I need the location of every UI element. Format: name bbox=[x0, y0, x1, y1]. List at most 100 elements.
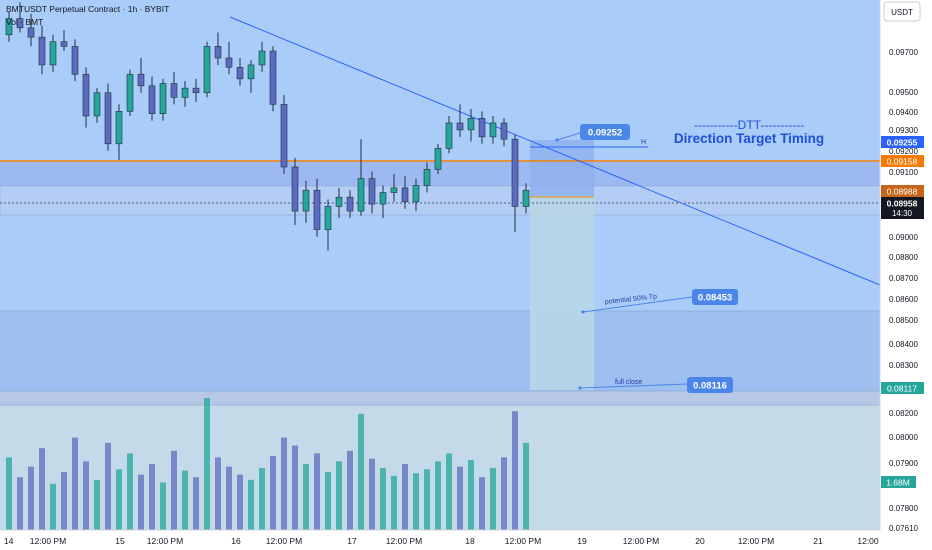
time-axis[interactable] bbox=[0, 530, 880, 550]
volume-bar bbox=[204, 398, 210, 530]
candle-body bbox=[445, 122, 453, 149]
volume-bar bbox=[94, 479, 100, 530]
full-close-price-box[interactable] bbox=[687, 377, 733, 393]
volume-bar bbox=[248, 479, 254, 530]
candle-body bbox=[489, 122, 497, 138]
price-tick-label: 0.09400 bbox=[889, 108, 918, 117]
volume-bar bbox=[149, 464, 155, 530]
target-zone bbox=[0, 311, 880, 391]
time-label: 12:00 PM bbox=[30, 536, 66, 546]
time-label: 19 bbox=[577, 536, 587, 546]
price-tick-label: 0.07800 bbox=[889, 504, 918, 513]
time-label: 12:00 PM bbox=[386, 536, 422, 546]
candle-body bbox=[335, 196, 343, 207]
target-high-label-box[interactable] bbox=[580, 124, 630, 140]
candle-body bbox=[93, 92, 101, 117]
price-tick-label: 0.07610 bbox=[889, 524, 918, 533]
currency-button[interactable] bbox=[883, 1, 921, 22]
volume-bar bbox=[380, 467, 386, 530]
candle-body bbox=[423, 169, 431, 186]
volume-badge bbox=[881, 476, 916, 488]
price-badge-entry-text: 0.08988 bbox=[887, 187, 918, 197]
price-tick-label: 0.09700 bbox=[889, 48, 918, 57]
time-label: 12:00 PM bbox=[266, 536, 302, 546]
price-tick-label: 0.07900 bbox=[889, 459, 918, 468]
volume-bar bbox=[468, 460, 474, 530]
price-badge-high-text: 0.09255 bbox=[887, 138, 918, 148]
time-label: 12:00 PM bbox=[505, 536, 541, 546]
time-label: 17 bbox=[347, 536, 357, 546]
price-axis[interactable] bbox=[880, 0, 932, 550]
time-label: 18 bbox=[465, 536, 475, 546]
candle-body bbox=[225, 57, 233, 68]
price-tick-label: 0.08200 bbox=[889, 409, 918, 418]
time-label: 12:00 PM bbox=[738, 536, 774, 546]
price-tick-label: 0.08400 bbox=[889, 340, 918, 349]
price-tick-label: 0.08300 bbox=[889, 361, 918, 370]
volume-bar bbox=[358, 413, 364, 530]
candle-body bbox=[500, 122, 508, 140]
volume-bar bbox=[457, 466, 463, 530]
candle-body bbox=[247, 64, 255, 80]
projection-upper-box bbox=[530, 140, 594, 198]
target-label-dot bbox=[555, 138, 559, 142]
time-label: 14 bbox=[4, 536, 14, 546]
full-close-price-label: 0.08116 bbox=[693, 381, 727, 392]
volume-bar bbox=[325, 471, 331, 530]
time-label: 16 bbox=[231, 536, 241, 546]
volume-bar bbox=[281, 437, 287, 530]
candle-body bbox=[159, 83, 167, 114]
trendline[interactable] bbox=[229, 16, 881, 286]
volume-bar bbox=[39, 448, 45, 530]
volume-bar bbox=[160, 482, 166, 530]
price-badge-zone-bottom-text: 0.08117 bbox=[887, 384, 917, 394]
tp-connector bbox=[582, 296, 693, 313]
price-badge-orange bbox=[881, 155, 924, 167]
price-badge-entry bbox=[881, 185, 924, 197]
target-label-connector bbox=[556, 132, 581, 141]
volume-bar bbox=[17, 477, 23, 530]
time-label: 12:00 PM bbox=[623, 536, 659, 546]
candle-body bbox=[148, 85, 156, 114]
price-tick-label: 0.08700 bbox=[889, 274, 918, 283]
candle-body bbox=[258, 50, 266, 66]
price-tick-label: 0.09000 bbox=[889, 233, 918, 242]
price-tick-label: 0.09200 bbox=[889, 147, 918, 156]
volume-bar bbox=[6, 457, 12, 530]
tp-price-box[interactable] bbox=[692, 289, 738, 305]
price-tick-label: 0.09500 bbox=[889, 88, 918, 97]
price-tick-label: 0.09100 bbox=[889, 168, 918, 177]
time-label: 21 bbox=[813, 536, 823, 546]
candle-body bbox=[368, 178, 376, 205]
volume-bars bbox=[6, 398, 529, 530]
candle-body bbox=[5, 18, 13, 36]
volume-bar bbox=[490, 467, 496, 530]
price-tick-label: 0.08600 bbox=[889, 295, 918, 304]
candle-body bbox=[434, 148, 442, 170]
volume-bar bbox=[314, 453, 320, 530]
volume-badge-text: 1.68M bbox=[886, 478, 910, 488]
volume-bar bbox=[402, 464, 408, 530]
currency-label: USDT bbox=[891, 8, 913, 17]
candle-body bbox=[203, 46, 211, 94]
candle-body bbox=[16, 18, 24, 29]
candle-body bbox=[302, 189, 310, 212]
candle-body bbox=[511, 138, 519, 207]
candle-body bbox=[291, 166, 299, 212]
candle-body bbox=[49, 41, 57, 66]
candle-body bbox=[27, 27, 35, 38]
price-badge-orange-text: 0.09158 bbox=[887, 157, 918, 167]
candle-body bbox=[357, 178, 365, 212]
time-label: 12:00 PM bbox=[147, 536, 183, 546]
price-tick-label: 0.09300 bbox=[889, 126, 918, 135]
volume-bar bbox=[523, 442, 529, 530]
candle-body bbox=[137, 73, 145, 87]
candle-body bbox=[346, 196, 354, 212]
full-close-connector bbox=[579, 383, 688, 389]
zone-bottom-band bbox=[0, 391, 880, 405]
volume-bar bbox=[270, 456, 276, 530]
volume-bar bbox=[501, 457, 507, 530]
candle-body bbox=[313, 189, 321, 230]
